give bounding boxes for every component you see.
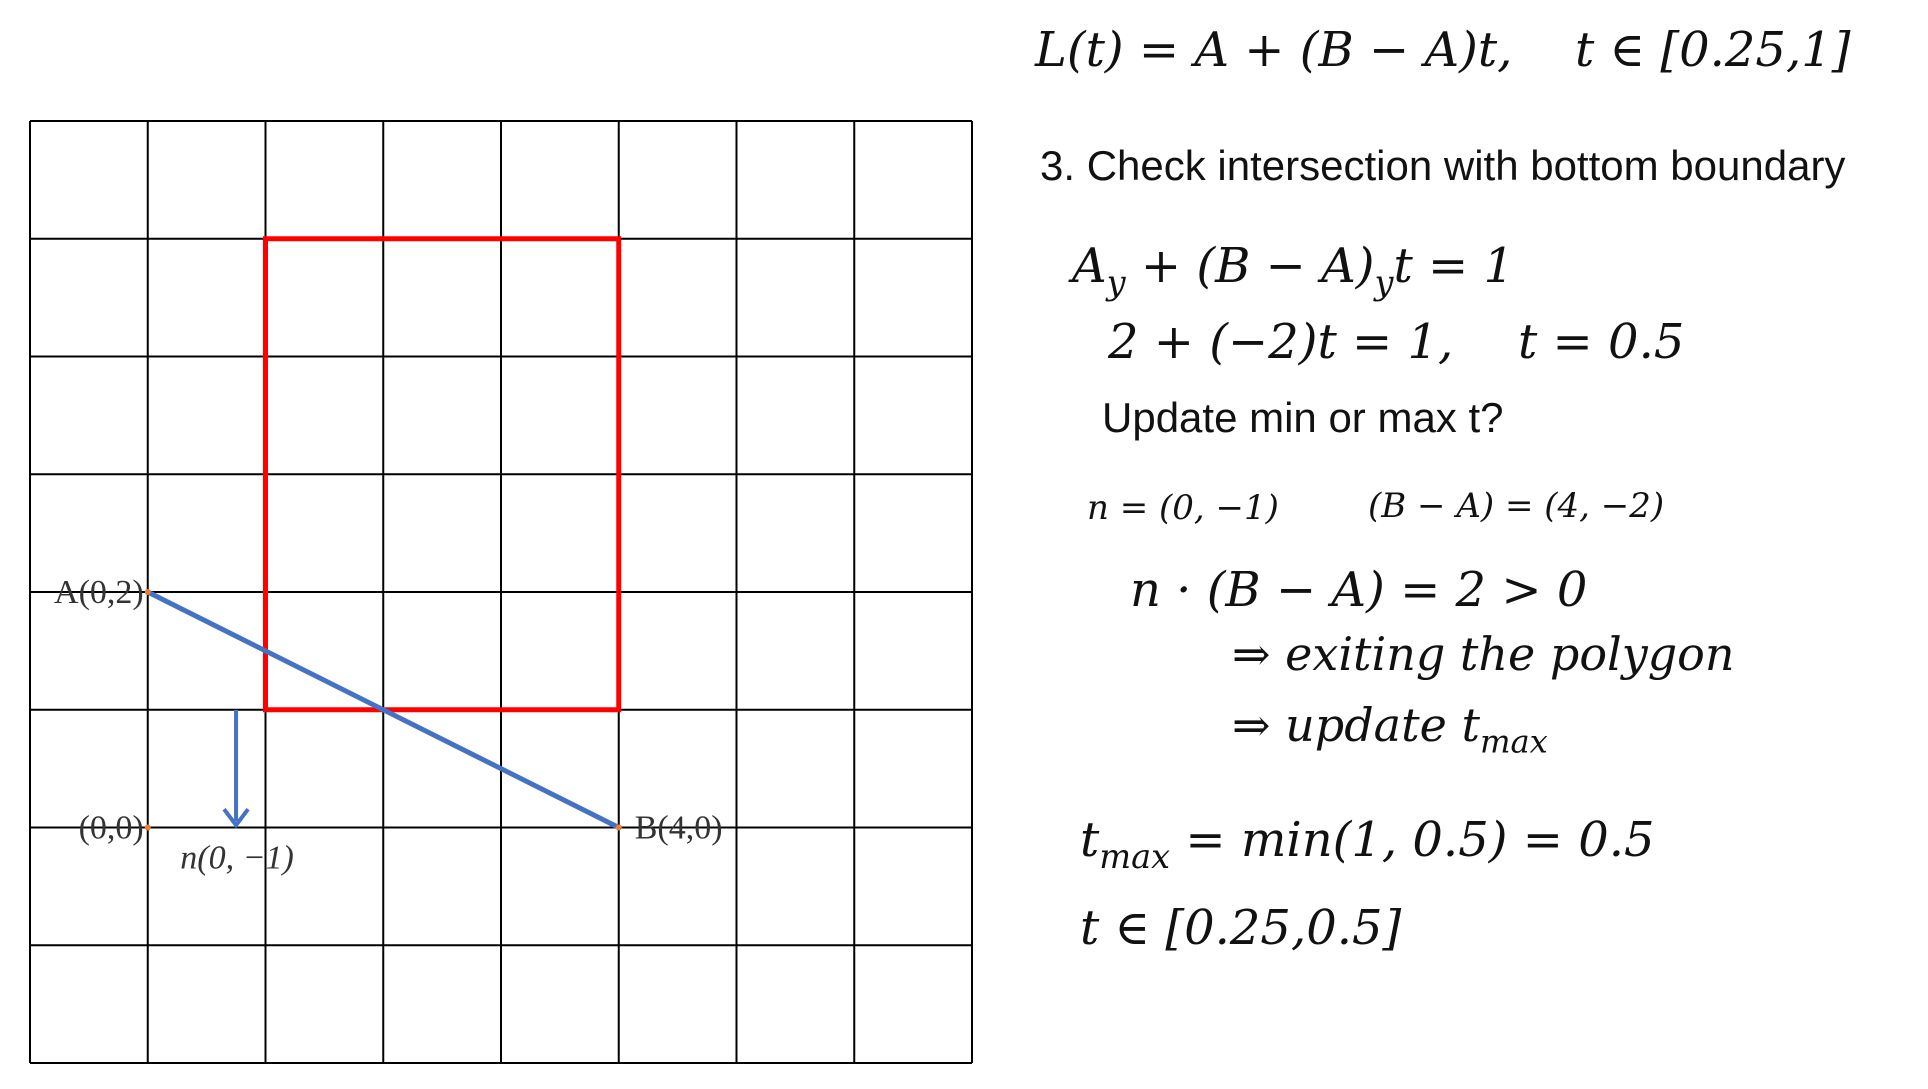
line-equation: L(t) = A + (B − A)t, (1035, 22, 1512, 78)
dot-product: n · (B − A) = 2 > 0 (1130, 562, 1588, 618)
origin-marker (144, 824, 151, 831)
t-solution: t = 0.5 (1518, 314, 1685, 370)
direction-vector-text: (B − A) = (4, −2) (1368, 486, 1665, 526)
label-point-a: A(0,2) (54, 574, 144, 611)
exiting-note: ⇒ exiting the polygon (1232, 627, 1735, 681)
grid (29, 120, 973, 1064)
point-a-marker (144, 589, 151, 595)
line-equation-lhs: L(t) = A + (B − A)t, (1035, 22, 1513, 78)
segment-ab (146, 589, 620, 830)
normal-arrowhead (222, 807, 250, 829)
tmax-equation: tmax = min(1, 0.5) = 0.5 (1080, 812, 1655, 876)
line-parameter-range: t ∈ [0.25,1] (1575, 22, 1850, 78)
boundary-equation: Ay + (B − A)yt = 1 (1072, 238, 1515, 302)
substituted-equation: 2 + (−2)t = 1, (1108, 314, 1454, 370)
update-question: Update min or max t? (1102, 394, 1504, 441)
result-range: t ∈ [0.25,0.5] (1080, 900, 1402, 956)
range-text: t ∈ [0.25,1] (1575, 22, 1851, 78)
point-b-marker (615, 824, 622, 831)
label-origin: (0,0) (79, 810, 144, 847)
clip-window (263, 236, 622, 713)
update-note: ⇒ update tmax (1232, 698, 1548, 761)
line-segment (144, 589, 622, 831)
label-normal: n(0, −1) (180, 840, 294, 877)
point-labels: A(0,2) B(4,0) (0,0) n(0, −1) (54, 574, 723, 877)
label-point-b: B(4,0) (635, 810, 723, 847)
normal-vector-text: n = (0, −1) (1087, 488, 1279, 528)
clip-rectangle (263, 236, 622, 713)
normal-vector (222, 709, 250, 829)
step-title: 3. Check intersection with bottom bounda… (1040, 142, 1846, 189)
